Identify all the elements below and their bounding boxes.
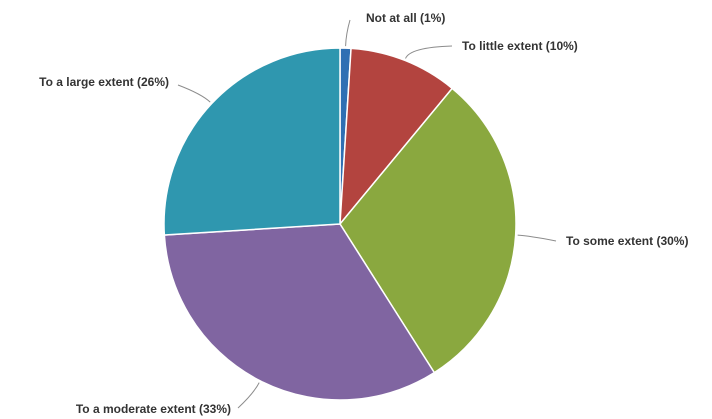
leader-line-not-at-all (345, 19, 351, 47)
slice-label-to-some-extent: To some extent (30%) (566, 234, 688, 248)
leader-lines (177, 19, 557, 409)
pie-slice-to-some-extent (339, 87, 517, 374)
slice-label-to-a-moderate-extent: To a moderate extent (33%) (76, 402, 231, 416)
slice-label-to-a-large-extent: To a large extent (26%) (39, 75, 169, 89)
slice-labels: Not at all (1%) To little extent (10%) To … (39, 11, 688, 416)
leader-line-to-little-extent (405, 45, 453, 59)
slice-label-to-little-extent: To little extent (10%) (462, 39, 578, 53)
pie-slice-to-a-moderate-extent (163, 223, 436, 401)
pie-slice-to-a-large-extent (163, 47, 341, 236)
leader-line-to-a-moderate-extent (237, 382, 260, 409)
leader-line-to-a-large-extent (177, 84, 211, 103)
pie-slice-to-little-extent (339, 47, 454, 227)
pie-slices (163, 47, 517, 401)
leader-line-to-some-extent (517, 234, 557, 242)
slice-label-not-at-all: Not at all (1%) (366, 11, 445, 25)
